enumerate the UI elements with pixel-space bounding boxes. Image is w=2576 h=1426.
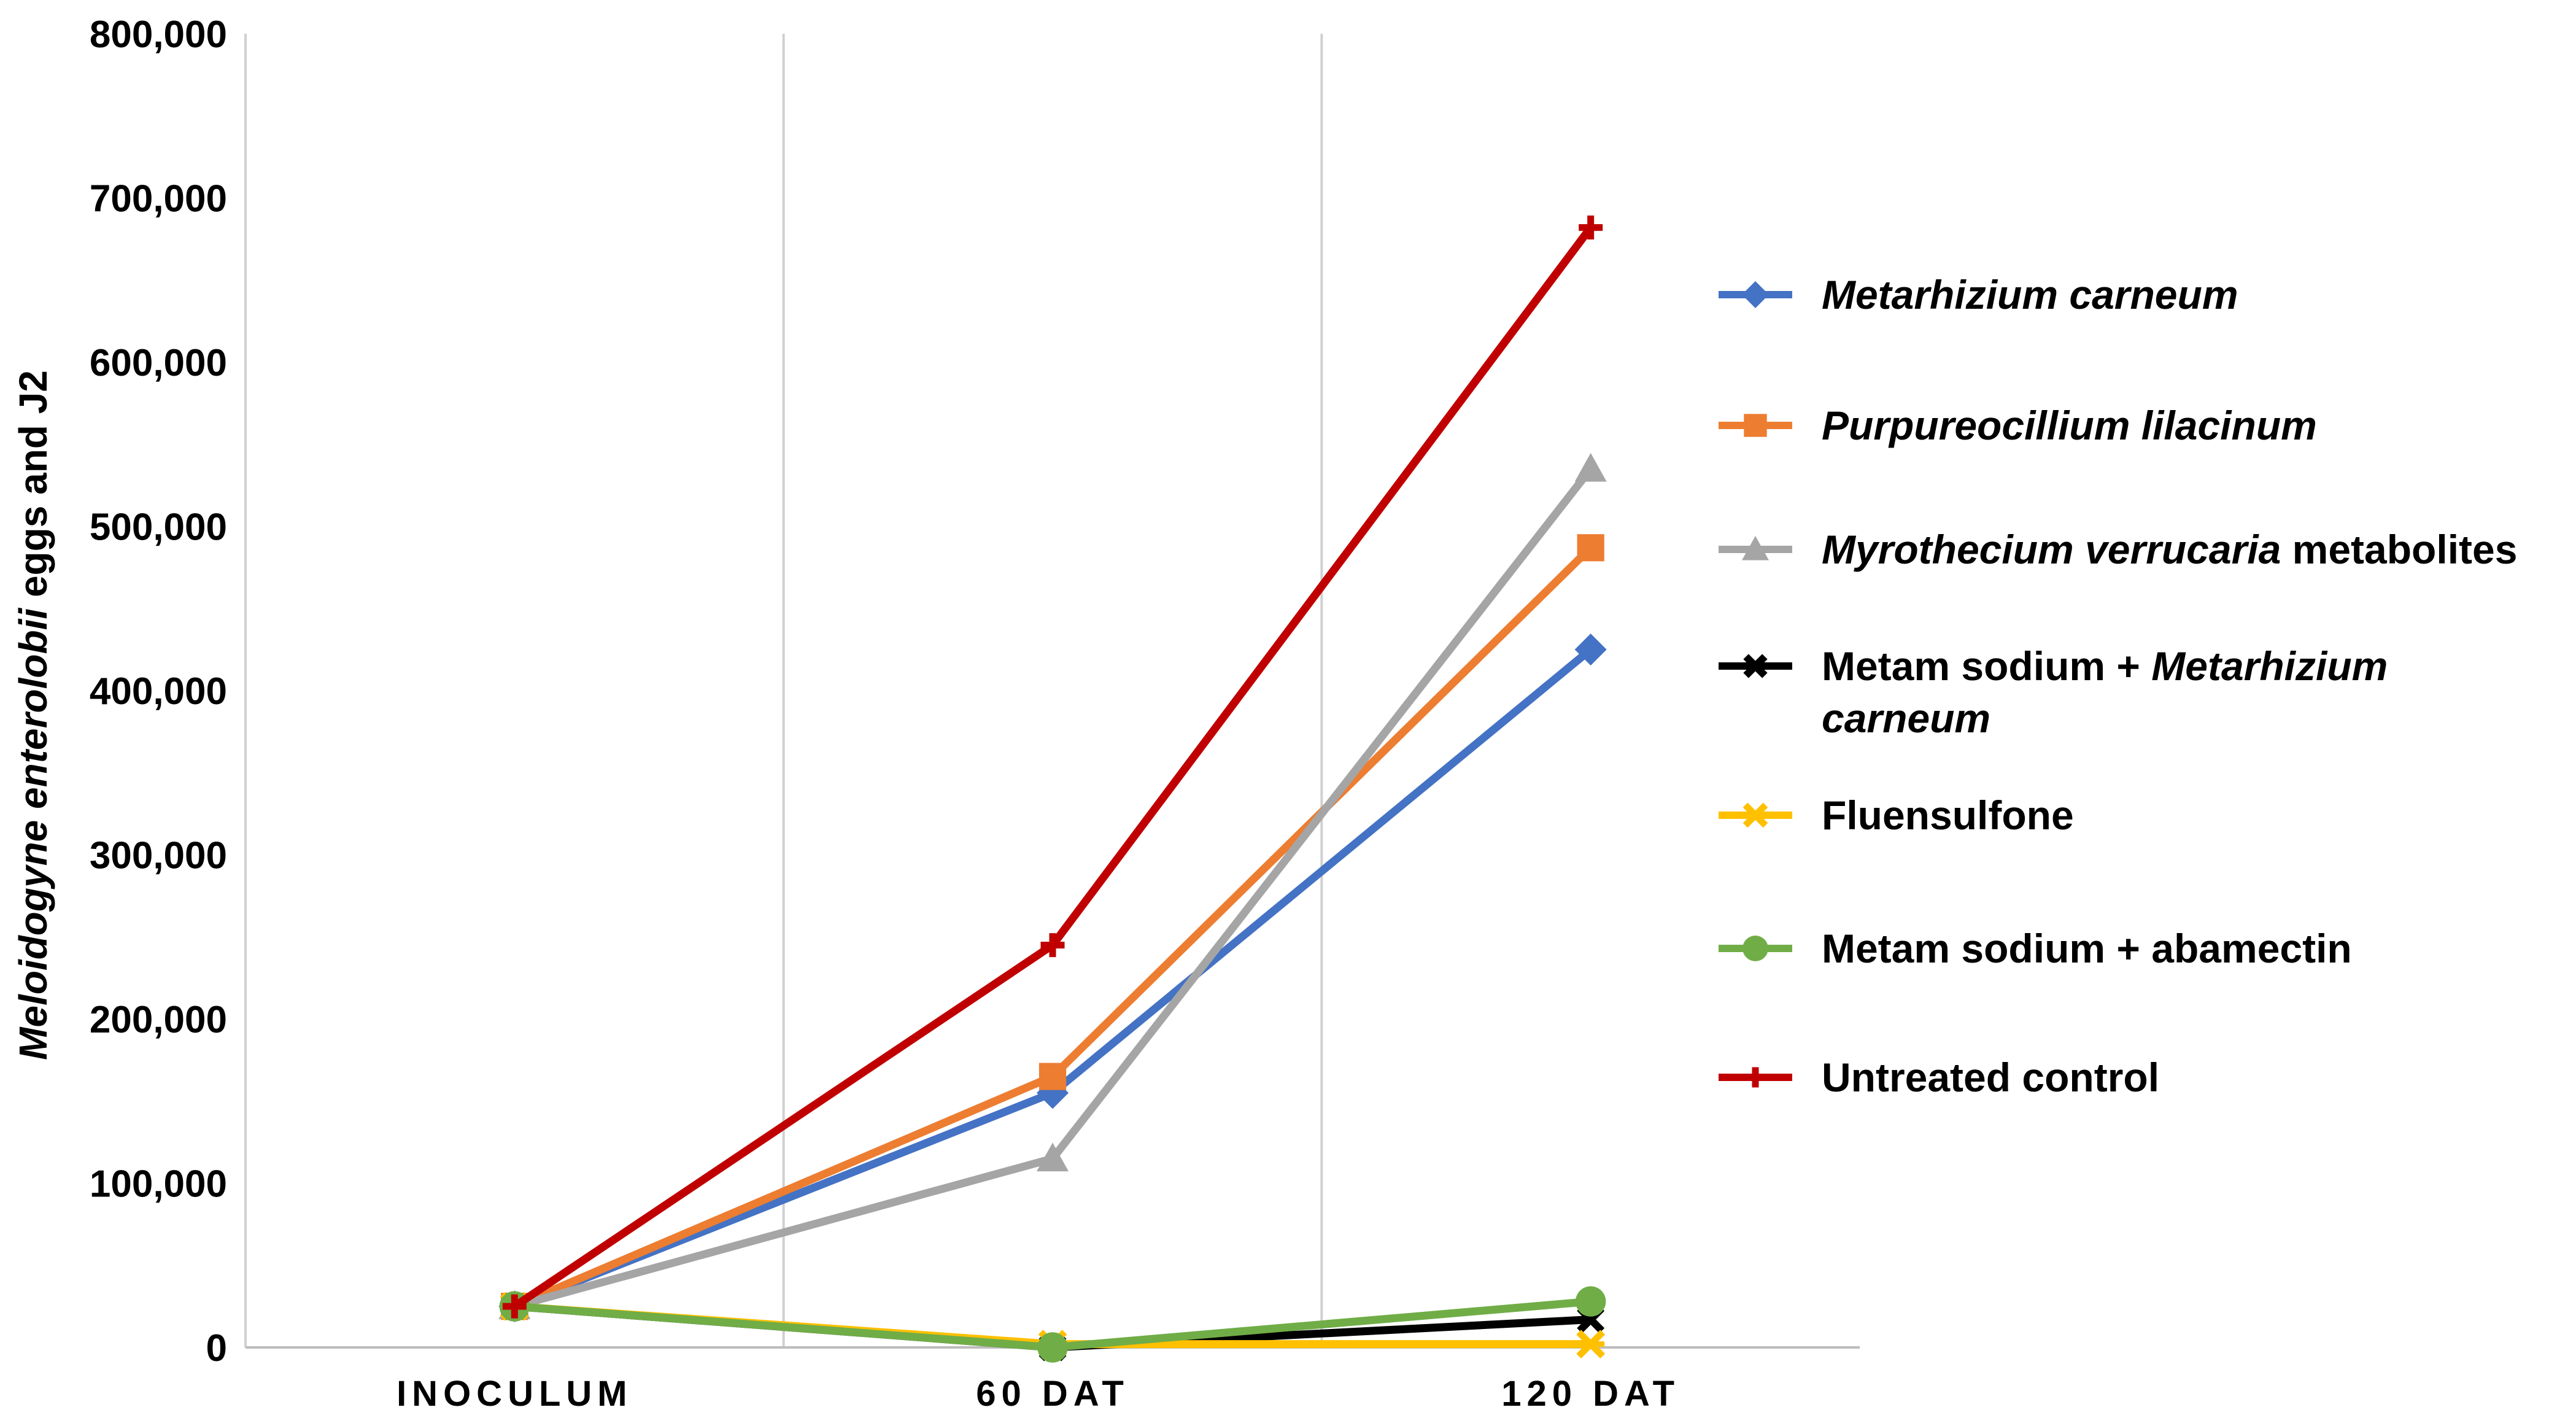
data-point-marker bbox=[1037, 1332, 1068, 1363]
legend-label-part: Metam sodium + abamectin bbox=[1822, 926, 2352, 971]
data-point-marker bbox=[1037, 1142, 1069, 1172]
legend-entry: Fluensulfone bbox=[1719, 792, 2074, 838]
legend-label-part: carneum bbox=[1822, 696, 1990, 741]
series-6 bbox=[502, 215, 1603, 1319]
series-lines bbox=[498, 215, 1607, 1363]
y-axis-label: Meloidogyne enterolobii eggs and J2 bbox=[11, 370, 55, 1060]
legend-label: Metarhizium carneum bbox=[1822, 272, 2238, 317]
y-axis-title: Meloidogyne enterolobii eggs and J2 bbox=[11, 370, 55, 1060]
series-line bbox=[510, 465, 1595, 1311]
data-point-marker bbox=[1576, 1330, 1606, 1359]
legend-label: Untreated control bbox=[1822, 1055, 2159, 1100]
data-point-marker bbox=[1744, 414, 1767, 437]
legend-label-part: Myrothecium verrucaria bbox=[1822, 527, 2281, 572]
y-tick-label: 200,000 bbox=[90, 999, 227, 1041]
legend-label-part: Fluensulfone bbox=[1822, 792, 2074, 838]
data-point-marker bbox=[1574, 634, 1607, 666]
legend-label-part: Untreated control bbox=[1822, 1055, 2159, 1100]
legend-entry: Metam sodium + abamectin bbox=[1719, 926, 2352, 971]
legend-label: carneum bbox=[1822, 696, 1990, 741]
legend-label: Metam sodium + Metarhizium bbox=[1822, 643, 2388, 689]
y-tick-label: 400,000 bbox=[90, 670, 227, 713]
data-point-marker bbox=[1579, 215, 1603, 240]
legend-label: Fluensulfone bbox=[1822, 792, 2074, 838]
legend-entry: Untreated control bbox=[1719, 1055, 2159, 1100]
data-point-marker bbox=[1745, 1067, 1766, 1088]
legend-label-part: Purpureocillium lilacinum bbox=[1822, 403, 2317, 448]
legend-entry: Metam sodium + Metarhizium carneum bbox=[1719, 643, 2388, 741]
x-tick-label: 120 DAT bbox=[1501, 1374, 1680, 1414]
legend-label-part: Metarhizium carneum bbox=[1822, 272, 2238, 317]
legend-label-part: metabolites bbox=[2281, 527, 2517, 572]
data-point-marker bbox=[1742, 281, 1769, 308]
legend-label-part: Metam sodium + bbox=[1822, 643, 2151, 689]
data-point-marker bbox=[1742, 936, 1768, 961]
legend-entry: Metarhizium carneum bbox=[1719, 272, 2238, 317]
y-axis-title-part: Meloidogyne enterolobii bbox=[11, 608, 55, 1060]
data-point-marker bbox=[1574, 452, 1607, 482]
x-tick-label: INOCULUM bbox=[396, 1374, 633, 1414]
y-tick-label: 0 bbox=[206, 1327, 227, 1370]
data-point-marker bbox=[1742, 536, 1769, 560]
legend-label-part: Metarhizium bbox=[2151, 643, 2388, 689]
y-tick-label: 100,000 bbox=[90, 1163, 227, 1206]
data-point-marker bbox=[1040, 933, 1065, 958]
y-tick-label: 800,000 bbox=[90, 14, 227, 56]
legend: Metarhizium carneum Purpureocillium lilac… bbox=[1719, 272, 2517, 1100]
legend-label: Myrothecium verrucaria metabolites bbox=[1822, 527, 2517, 572]
data-point-marker bbox=[1577, 534, 1604, 562]
legend-label: Purpureocillium lilacinum bbox=[1822, 403, 2317, 448]
y-tick-label: 300,000 bbox=[90, 835, 227, 877]
legend-entry: Myrothecium verrucaria metabolites bbox=[1719, 527, 2517, 572]
tick-labels: 0 100,000 200,000 300,000 400,000 500,000 600,… bbox=[90, 14, 1680, 1414]
legend-label: Metam sodium + abamectin bbox=[1822, 926, 2352, 971]
data-point-marker bbox=[1743, 654, 1768, 678]
y-tick-label: 700,000 bbox=[90, 178, 227, 220]
data-point-marker bbox=[502, 1294, 527, 1319]
y-tick-label: 600,000 bbox=[90, 342, 227, 384]
series-2 bbox=[498, 452, 1607, 1319]
y-axis-title-part: eggs and J2 bbox=[11, 370, 55, 608]
x-tick-label: 60 DAT bbox=[976, 1374, 1129, 1414]
series-0 bbox=[498, 634, 1607, 1323]
y-tick-label: 500,000 bbox=[90, 506, 227, 549]
data-point-marker bbox=[1575, 1286, 1606, 1317]
data-point-marker bbox=[1039, 1063, 1067, 1090]
legend-entry: Purpureocillium lilacinum bbox=[1719, 403, 2317, 448]
marker-stroke bbox=[1743, 654, 1768, 678]
series-line bbox=[510, 543, 1595, 1311]
data-point-marker bbox=[1742, 802, 1768, 828]
series-line bbox=[510, 645, 1595, 1311]
